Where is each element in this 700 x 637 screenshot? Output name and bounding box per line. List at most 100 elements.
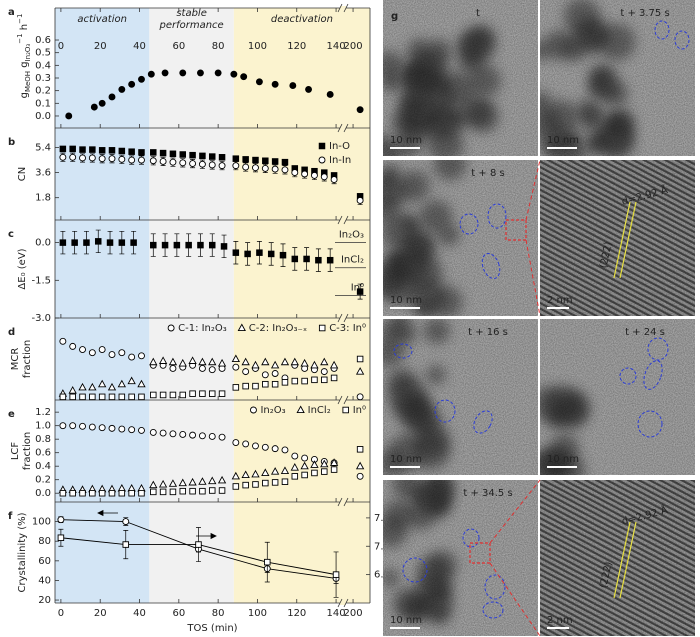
- axis-break: [337, 395, 349, 405]
- triangle-marker: [217, 475, 227, 484]
- square-marker: [71, 239, 78, 246]
- scale-label: 10 nm: [390, 615, 422, 626]
- particle-outline: [487, 203, 507, 229]
- y-tick-label: 0.1: [35, 98, 51, 109]
- square-marker: [208, 487, 216, 494]
- axis-break: [340, 316, 346, 320]
- circle-marker: [118, 155, 126, 163]
- triangle-marker: [158, 479, 168, 488]
- triangle-marker: [198, 357, 207, 366]
- particle-outline: [473, 410, 493, 434]
- square-marker: [321, 376, 328, 384]
- legend-label: C-1: In₂O₃: [178, 323, 227, 334]
- triangle-marker: [188, 356, 197, 364]
- y-axis-label-part: −1: [16, 33, 24, 43]
- circle-marker: [65, 112, 73, 120]
- circle-marker: [242, 163, 250, 171]
- tem-image: 2 nmd=2.92 Å(222): [540, 160, 695, 316]
- triangle-marker: [168, 357, 178, 366]
- circle-marker: [356, 393, 364, 401]
- y-tick-label: 80: [38, 536, 51, 547]
- triangle-marker: [251, 360, 260, 369]
- square-marker: [252, 156, 259, 164]
- circle-marker: [189, 431, 197, 439]
- square-marker: [98, 147, 106, 154]
- grain: [540, 0, 695, 156]
- region-label: activation: [77, 14, 127, 25]
- tem-image: 2 nmd=2.92 Å(222): [540, 480, 695, 636]
- circle-marker: [108, 93, 116, 101]
- x-tick-label: 80: [212, 41, 225, 52]
- circle-marker: [108, 155, 116, 163]
- circle-marker: [128, 80, 136, 88]
- triangle-marker: [329, 360, 339, 369]
- circle-marker: [255, 78, 263, 86]
- circle-marker: [79, 346, 86, 353]
- axis-break: [340, 601, 346, 605]
- zoom-connector: [525, 159, 541, 317]
- triangle-marker: [231, 471, 240, 480]
- square-marker: [150, 149, 157, 156]
- x-tick-label: 20: [94, 608, 107, 619]
- square-marker: [59, 145, 67, 153]
- scale-label: 10 nm: [547, 135, 579, 146]
- tem-image: t + 3.75 s 10 nm: [540, 0, 695, 156]
- x-tick-label: 140: [327, 608, 346, 619]
- square-marker: [291, 377, 299, 385]
- square-marker: [242, 156, 249, 163]
- circle-marker: [330, 176, 338, 184]
- square-marker: [301, 377, 308, 385]
- legend-label: C-3: In⁰: [329, 323, 366, 334]
- triangle-marker: [320, 357, 329, 366]
- axis-break: [337, 313, 349, 323]
- y-tick-label: 60: [38, 556, 51, 567]
- y-tick-label: 0.2: [35, 86, 51, 97]
- triangle-marker: [320, 459, 329, 468]
- triangle-marker: [208, 357, 217, 366]
- square-marker: [232, 249, 240, 256]
- circle-marker: [179, 69, 187, 77]
- y-axis-label: ΔE₀ (eV): [17, 248, 28, 289]
- square-marker: [161, 241, 169, 249]
- tem-image: t 10 nm: [383, 0, 538, 156]
- circle-marker: [59, 422, 67, 430]
- square-marker: [330, 466, 338, 473]
- particle-outline: [647, 337, 669, 361]
- circle-marker: [138, 352, 145, 360]
- triangle-marker: [137, 379, 146, 388]
- square-marker: [220, 243, 228, 250]
- triangle-marker: [158, 356, 168, 364]
- time-label: t + 8 s: [471, 168, 504, 179]
- triangle-marker: [329, 458, 339, 466]
- circle-marker: [305, 85, 313, 93]
- square-marker: [267, 250, 275, 258]
- square-marker: [189, 487, 196, 495]
- square-marker: [208, 390, 216, 397]
- y-tick-label: 40: [38, 575, 51, 586]
- tem-image: t + 8 s 10 nm: [383, 160, 538, 316]
- square-marker: [130, 239, 137, 246]
- y-tick-label: 0.0: [35, 488, 51, 499]
- square-marker: [128, 148, 135, 155]
- circle-marker: [128, 156, 136, 164]
- triangle-marker: [78, 382, 87, 391]
- circle-marker: [98, 346, 106, 353]
- y-axis-label: gMeOH gIn₂O₃−1 h−1: [16, 14, 32, 99]
- triangle-marker: [208, 476, 217, 485]
- triangle-marker: [261, 357, 270, 366]
- legend-marker: [342, 406, 349, 414]
- circle-marker: [242, 368, 250, 376]
- panel-letter: d: [8, 327, 15, 338]
- square-marker: [332, 571, 340, 578]
- grain: [383, 480, 538, 636]
- circle-marker: [214, 69, 222, 77]
- x-tick-label: 200: [344, 608, 363, 619]
- square-marker: [326, 256, 334, 264]
- circle-marker: [242, 440, 250, 448]
- panel-letter: c: [8, 229, 14, 240]
- circle-marker: [98, 99, 106, 107]
- x-tick-label: 80: [212, 608, 225, 619]
- circle-marker: [118, 85, 126, 93]
- region-label: deactivation: [271, 14, 333, 25]
- square-marker: [262, 380, 269, 388]
